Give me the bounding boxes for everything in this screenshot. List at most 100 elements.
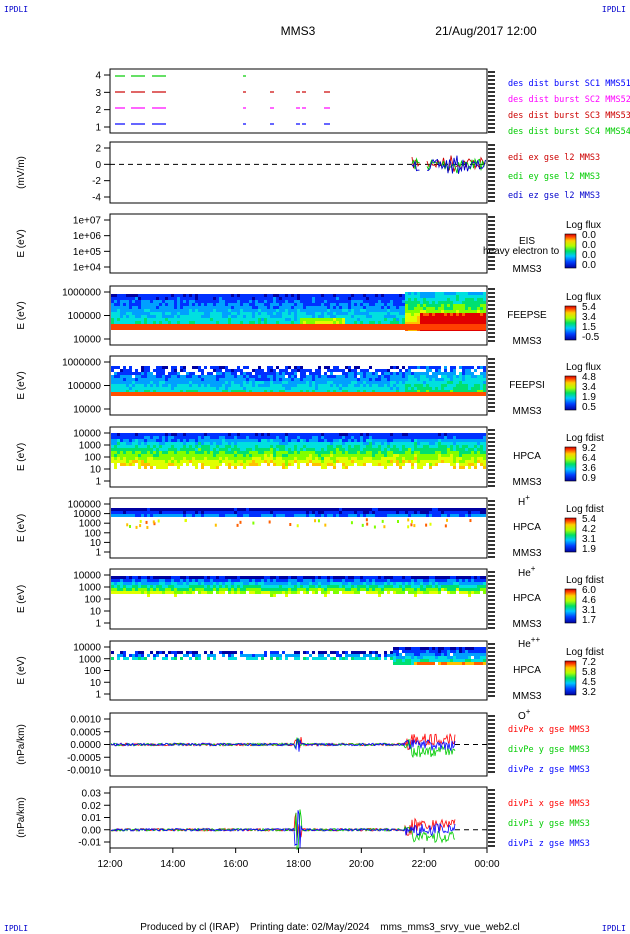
footer-filename: mms_mms3_srvy_vue_web2.cl bbox=[380, 922, 520, 933]
feepsi-spacecraft-label: MMS3 bbox=[513, 406, 542, 417]
eis-ytick-label: 1e+07 bbox=[73, 216, 102, 227]
divpi-legend-entry: divPi y gse MMS3 bbox=[508, 819, 590, 829]
divpi-ytick-label: 0.01 bbox=[82, 813, 102, 824]
hpca_he-ytick-label: 10000 bbox=[73, 509, 101, 520]
edi-ytick-label: 2 bbox=[95, 144, 101, 155]
edi-legend-entry: edi ez gse l2 MMS3 bbox=[508, 191, 600, 201]
hpca_he-ytick-label: 1000 bbox=[79, 519, 102, 530]
feepsi-colorbar-tick: 4.8 bbox=[582, 372, 596, 383]
hpca_hepp-instrument-label: HPCA bbox=[513, 593, 541, 604]
hpca_hepp-ytick-label: 10000 bbox=[73, 571, 101, 582]
hpca-he-speckle bbox=[413, 524, 416, 528]
hpca-he-speckle bbox=[366, 522, 369, 526]
hpca_he-species-name: He bbox=[518, 568, 531, 579]
hpca-he-speckle bbox=[446, 518, 449, 522]
footer-line: Produced by cl (IRAP) Printing date: 02/… bbox=[140, 922, 520, 933]
hpca_hepp-ytick-label: 1 bbox=[95, 619, 101, 630]
hpca_he-colorbar bbox=[564, 517, 577, 553]
hpca_he-ytick-label: 10 bbox=[90, 538, 102, 549]
divpe-ytick-label: -0.0010 bbox=[67, 766, 101, 777]
eis-ylabel: E (eV) bbox=[16, 229, 27, 257]
feepsi-ytick-label: 100000 bbox=[68, 381, 102, 392]
corner-label-bottom-left: IPDLI bbox=[4, 924, 29, 933]
eis-ytick-label: 1e+04 bbox=[73, 263, 102, 274]
hpca-he-speckle bbox=[236, 523, 239, 527]
hpca_h-spacecraft-label: MMS3 bbox=[513, 477, 542, 488]
hpca_hepp-colorbar-tick: 6.0 bbox=[582, 585, 596, 596]
feepse-colorbar-tick: 1.5 bbox=[582, 322, 596, 333]
feepse-spectrogram bbox=[111, 292, 486, 331]
hpca_o-species-name: O bbox=[518, 711, 526, 722]
divpe-legend-entry: divPe x gse MMS3 bbox=[508, 725, 590, 735]
hpca_o-species-charge: + bbox=[526, 707, 531, 716]
hpca-he-speckle bbox=[152, 520, 155, 524]
divpe-legend-entry: divPe y gse MMS3 bbox=[508, 745, 590, 755]
hpca_he-spectrogram bbox=[111, 508, 486, 517]
corner-label-left: IPDLI bbox=[4, 5, 29, 14]
hpca-he-speckle bbox=[153, 522, 156, 526]
corner-label-right: IPDLI bbox=[601, 5, 626, 14]
hpca-he-speckle bbox=[129, 524, 132, 528]
hpca_he-frame bbox=[109, 497, 488, 559]
hpca-he-speckle bbox=[407, 525, 410, 529]
divpi-ytick-label: 0.02 bbox=[82, 801, 102, 812]
divpi-legend-entry: divPi z gse MMS3 bbox=[508, 839, 590, 849]
hpca_he-ytick-label: 1 bbox=[95, 548, 101, 559]
xaxis-tick-label: 00:00 bbox=[474, 859, 499, 870]
hpca_h-species-name: H bbox=[518, 497, 525, 508]
xaxis-tick-label: 12:00 bbox=[97, 859, 122, 870]
hpca_o-ytick-label: 10000 bbox=[73, 643, 101, 654]
footer-produced-by: Produced by cl (IRAP) bbox=[140, 922, 239, 933]
xaxis-tick-label: 20:00 bbox=[349, 859, 374, 870]
hpca_h-ytick-label: 10 bbox=[90, 465, 102, 476]
hpca_hepp-colorbar-title: Log fdist bbox=[566, 575, 604, 586]
divpe-ytick-label: 0.0005 bbox=[70, 727, 101, 738]
feepse-colorbar-tick: 5.4 bbox=[582, 302, 596, 313]
divpi-ytick-label: 0.00 bbox=[82, 825, 102, 836]
feepse-ylabel: E (eV) bbox=[16, 301, 27, 329]
xaxis-tick-label: 22:00 bbox=[412, 859, 437, 870]
hpca-he-speckle bbox=[373, 525, 376, 529]
hpca_hepp-spacecraft-label: MMS3 bbox=[513, 619, 542, 630]
feepse-spacecraft-label: MMS3 bbox=[513, 336, 542, 347]
divpi-panel: 0.030.020.010.00 -0.01 (nPa/km) divPi x gse… bbox=[16, 786, 590, 851]
burst-ytick-label: 2 bbox=[95, 105, 101, 116]
feepsi-colorbar-tick: 0.5 bbox=[582, 402, 596, 413]
hpca_h-colorbar-tick: 3.6 bbox=[582, 463, 596, 474]
eis-colorbar bbox=[564, 233, 577, 269]
hpca-he-speckle bbox=[239, 520, 242, 524]
hpca-he-speckle bbox=[396, 519, 399, 523]
hpca_h-species-label: H+ bbox=[518, 493, 530, 508]
eis-colorbar-tick: 0.0 bbox=[582, 260, 596, 271]
feepse-colorbar bbox=[564, 305, 577, 341]
hpca_o-instrument-label: HPCA bbox=[513, 665, 541, 676]
eis-colorbar-tick: 0.0 bbox=[582, 240, 596, 251]
hpca_h-colorbar bbox=[564, 446, 577, 482]
xaxis-tick-label: 14:00 bbox=[160, 859, 185, 870]
hpca_he-spacecraft-label: MMS3 bbox=[513, 548, 542, 559]
hpca_o-species-label: O+ bbox=[518, 707, 531, 722]
hpca_h-species-charge: + bbox=[525, 493, 530, 502]
hpca-he-speckle bbox=[157, 519, 160, 523]
hpca_o-ytick-label: 10 bbox=[90, 678, 102, 689]
eis-frame bbox=[109, 213, 488, 274]
divpi-series-x bbox=[110, 812, 456, 840]
feepse-panel: E (eV) 1000000 100000 10000 Log flux5.43.41.… bbox=[16, 285, 601, 347]
hpca_h-instrument-label: HPCA bbox=[513, 451, 541, 462]
hpca_o-colorbar-tick: 3.2 bbox=[582, 687, 596, 698]
divpe-series-z bbox=[110, 737, 456, 752]
feepsi-instrument-label: FEEPSI bbox=[509, 380, 545, 391]
hpca-he-speckle bbox=[146, 525, 149, 529]
feepsi-ytick-label: 1000000 bbox=[62, 358, 101, 369]
divpe-ytick-label: 0.0000 bbox=[70, 740, 101, 751]
divpi-series-z bbox=[110, 810, 456, 849]
eis-instrument-label: EIS bbox=[519, 236, 535, 247]
hpca_h-colorbar-tick: 0.9 bbox=[582, 473, 596, 484]
hpca_he-ylabel: E (eV) bbox=[16, 514, 27, 542]
